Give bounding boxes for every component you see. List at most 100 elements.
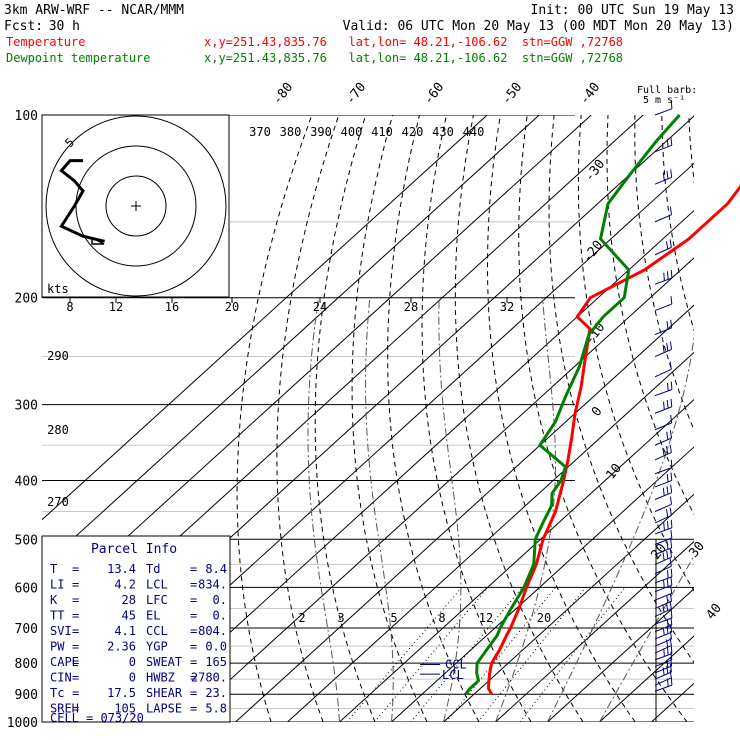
dry-adiabat-line — [606, 115, 694, 722]
wind-barb-flag — [670, 137, 673, 146]
wind-barb — [654, 422, 672, 431]
dry-adiabat-line — [421, 115, 532, 722]
wind-barb-flag — [670, 651, 673, 660]
isotherm-line — [287, 115, 694, 722]
hodograph-arrow — [91, 236, 105, 245]
wind-barb — [654, 592, 672, 601]
isotherm-label: 0 — [589, 404, 606, 419]
moist-adiabat-line — [438, 297, 462, 722]
mixing-ratio-line — [410, 586, 523, 722]
isotherm-line — [443, 115, 694, 722]
wind-barb-flag — [669, 593, 673, 602]
theta-label: 430 — [432, 125, 454, 139]
wind-barb — [654, 437, 672, 446]
wind-barb-flag — [662, 552, 665, 561]
isotherm-line — [235, 115, 694, 722]
wind-barb-flag — [666, 665, 669, 674]
parcel-value: 0.0 — [205, 640, 227, 654]
wind-barb — [654, 389, 673, 397]
wind-barb-flag — [667, 678, 669, 687]
wind-barb-flag — [667, 382, 669, 391]
wind-barb — [654, 527, 673, 535]
moist-adiabat-line — [365, 297, 394, 722]
wind-barb-flag — [666, 473, 669, 482]
wind-barb-flag — [669, 663, 673, 673]
parcel-value: 4.1 — [114, 624, 136, 638]
moist-adiabat-line — [599, 297, 694, 722]
wind-barb-flag — [670, 609, 673, 619]
parcel-key: Td — [146, 562, 160, 576]
hodograph-tick-label: 20 — [225, 300, 239, 314]
wind-barb-flag — [670, 296, 673, 305]
model-title: 3km ARW-WRF -- NCAR/MMM — [4, 3, 184, 18]
wind-barb — [654, 677, 672, 686]
wind-barb-flag — [669, 669, 672, 678]
parcel-key: LCL — [146, 578, 168, 592]
wind-barb-flag — [666, 618, 669, 627]
wind-barb-flag — [666, 321, 669, 330]
wind-barb — [654, 576, 673, 584]
parcel-value: 804. — [198, 624, 227, 638]
parcel-cell-value: = 073/20 — [86, 711, 144, 725]
moist-adiabat-line — [307, 297, 340, 722]
wind-barb-flag — [670, 539, 673, 548]
wind-barb-flag — [666, 170, 669, 179]
parcel-value: 0. — [213, 593, 227, 607]
mixing-ratio-label: 8 — [438, 611, 445, 625]
parcel-eq: = — [72, 609, 79, 623]
mixing-ratio-line — [445, 586, 556, 722]
dry-adiabat-line — [634, 115, 694, 722]
lcl-label: LCL — [442, 668, 464, 682]
pressure-label: 900 — [15, 688, 38, 703]
pressure-label: 100 — [15, 109, 38, 124]
mixing-ratio-line — [374, 586, 489, 722]
parcel-value: 2780. — [191, 671, 227, 685]
dry-adiabat-line — [276, 115, 340, 722]
parcel-value: 23. — [205, 686, 227, 700]
wind-barb — [654, 537, 672, 545]
parcel-eq: = — [72, 640, 79, 654]
parcel-value: 28 — [122, 593, 136, 607]
wind-barb — [654, 556, 672, 565]
wind-barb-flag — [665, 509, 669, 518]
wind-barb — [654, 479, 672, 488]
wind-barb-flag — [670, 658, 673, 667]
theta-side-label: 280 — [47, 423, 69, 437]
parcel-key: CAPE — [50, 655, 79, 669]
parcel-value: 8.4 — [205, 562, 227, 576]
theta-label: 390 — [310, 125, 332, 139]
parcel-eq: = — [72, 624, 79, 638]
mixing-ratio-label: 2 — [298, 611, 305, 625]
wind-barb-flag — [669, 637, 672, 646]
wind-barb-flag — [663, 401, 665, 410]
theta-label: 370 — [249, 125, 271, 139]
dry-adiabat-line — [548, 115, 694, 722]
wind-barb-flag — [662, 447, 665, 456]
wind-barb-flag — [666, 625, 669, 634]
parcel-key: TT — [50, 609, 64, 623]
dry-adiabat-line — [351, 115, 428, 722]
pressure-label: 300 — [15, 399, 38, 414]
wind-barb-flag — [666, 342, 669, 352]
wind-barb — [654, 503, 672, 512]
parcel-eq: = — [72, 562, 79, 576]
wind-barb-flag — [666, 541, 669, 550]
theta-side-label: 290 — [47, 349, 69, 363]
parcel-value: 0 — [129, 671, 136, 685]
wind-barb-flag — [670, 319, 673, 328]
parcel-eq: = — [72, 655, 79, 669]
hodograph-tick-label: 8 — [66, 300, 73, 314]
pressure-label: 200 — [15, 292, 38, 307]
isotherm-label: -40 — [577, 80, 603, 108]
legend-dewpoint-info: x,y=251.43,835.76 lat,lon= 48.21,-106.62… — [204, 51, 623, 65]
pressure-label: 400 — [15, 474, 38, 489]
wind-barb — [654, 659, 672, 667]
barb-legend-line2: 5 m s⁻¹ — [643, 95, 685, 106]
parcel-eq: = — [190, 686, 197, 700]
parcel-value: 0. — [213, 609, 227, 623]
parcel-info-title: Parcel Info — [91, 542, 177, 557]
wind-barb-flag — [669, 361, 672, 370]
wind-barb-flag — [665, 446, 669, 455]
parcel-eq: = — [190, 562, 197, 576]
wind-barb — [654, 617, 673, 625]
